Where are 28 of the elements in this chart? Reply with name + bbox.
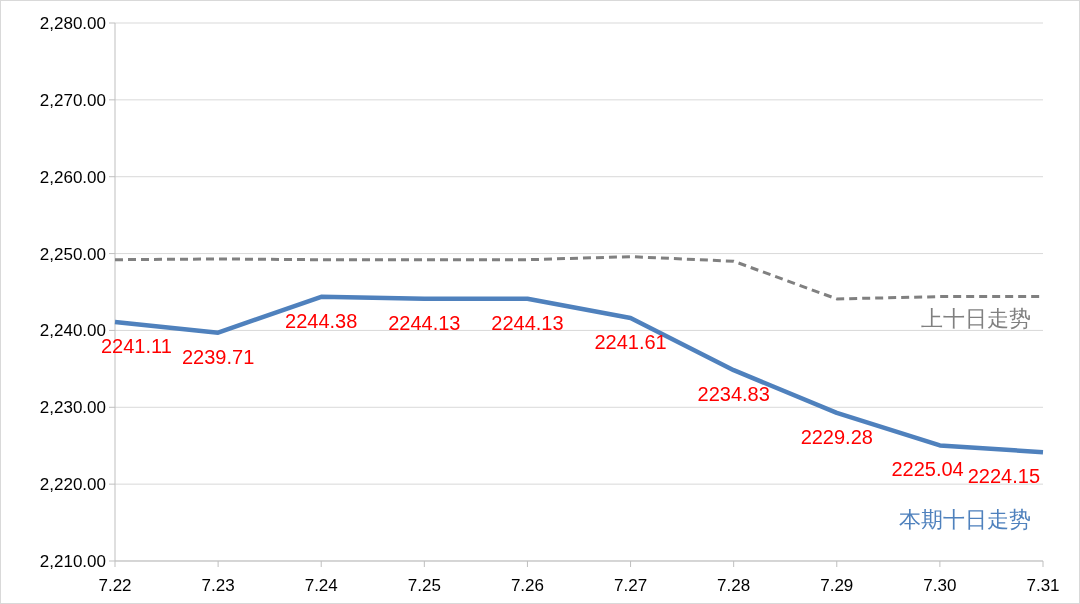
data-label: 2244.13 [388,311,461,334]
x-tick-label: 7.28 [717,576,751,595]
x-tick-label: 7.26 [510,576,544,595]
data-label: 2241.61 [594,331,667,354]
series-label: 上十日走势 [921,305,1031,331]
x-tick-label: 7.22 [98,576,132,595]
data-label: 2244.38 [285,309,358,332]
y-tick-label: 2,260.00 [39,167,106,187]
data-label: 2244.13 [491,311,564,334]
x-tick-label: 7.27 [614,576,648,595]
x-tick-label: 7.31 [1026,576,1060,595]
y-tick-label: 2,250.00 [39,244,106,264]
data-label: 2224.15 [967,465,1040,488]
y-tick-label: 2,220.00 [39,475,106,495]
y-tick-label: 2,230.00 [39,398,106,418]
x-tick-label: 7.29 [820,576,854,595]
y-tick-label: 2,280.00 [39,14,106,33]
x-tick-label: 7.30 [923,576,957,595]
text: 本期十日走势 [899,507,1031,533]
y-tick-label: 2,210.00 [39,552,106,571]
data-label: 2234.83 [697,383,770,406]
data-label: 2229.28 [800,425,873,448]
data-label: 2239.71 [181,345,255,368]
x-tick-label: 7.23 [201,576,235,595]
data-label: 2225.04 [891,458,964,481]
x-tick-label: 7.25 [407,576,441,595]
y-tick-label: 2,270.00 [39,90,106,110]
x-tick-label: 7.24 [304,576,338,595]
